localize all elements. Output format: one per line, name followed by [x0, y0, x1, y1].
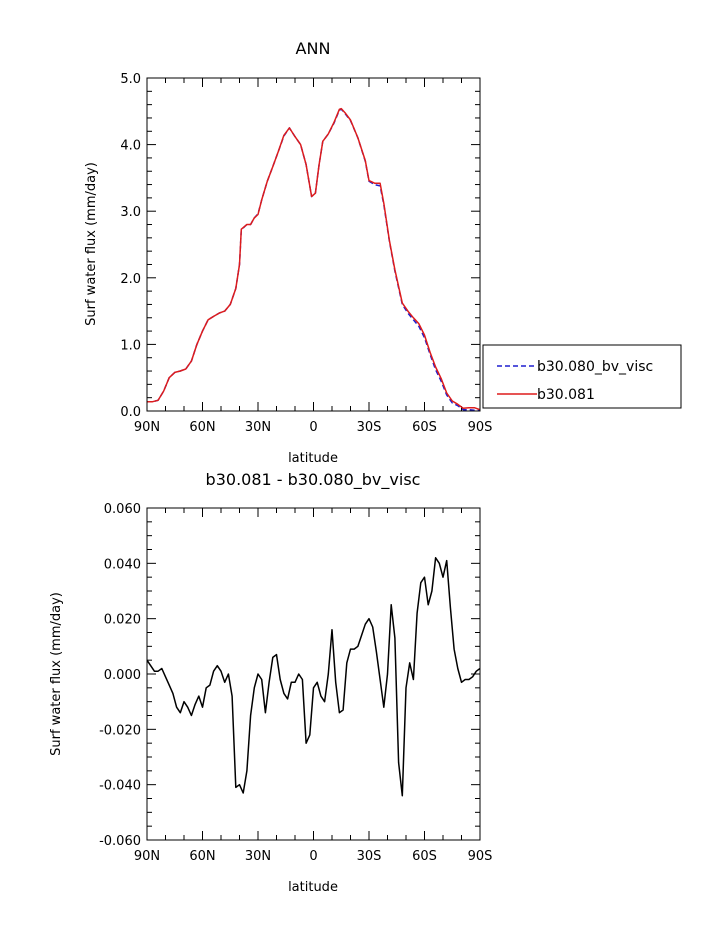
- bottom-y-tick-labels: -0.060 -0.040 -0.020 0.000 0.020 0.040 0.060: [99, 502, 141, 849]
- bot-x-tick-label: 60N: [189, 849, 215, 864]
- bottom-x-axis-label: latitude: [288, 880, 338, 895]
- bot-y-tick-label: 0.060: [104, 502, 141, 517]
- top-x-tick-labels: 90N 60N 30N 0 30S 60S 90S: [134, 420, 493, 435]
- top-x-tick-label: 30S: [357, 420, 382, 435]
- top-plot-frame: [146, 77, 481, 412]
- top-y-tick-label: 3.0: [120, 205, 141, 220]
- bottom-title: b30.081 - b30.080_bv_visc: [206, 470, 421, 490]
- top-x-tick-label: 60S: [412, 420, 437, 435]
- top-ticks: [146, 77, 481, 412]
- top-y-tick-labels: 0.0 1.0 2.0 3.0 4.0 5.0: [120, 72, 141, 420]
- top-title: ANN: [296, 39, 331, 58]
- bot-y-tick-label: -0.020: [99, 723, 141, 738]
- bottom-series: [146, 557, 481, 797]
- top-y-tick-label: 2.0: [120, 272, 141, 287]
- top-x-axis-label: latitude: [288, 451, 338, 466]
- bot-y-tick-label: 0.020: [104, 613, 141, 628]
- bot-x-tick-label: 60S: [412, 849, 437, 864]
- top-x-tick-label: 0: [309, 420, 317, 435]
- bot-y-tick-label: -0.040: [99, 779, 141, 794]
- top-y-tick-label: 1.0: [120, 338, 141, 353]
- bot-x-tick-label: 90N: [134, 849, 160, 864]
- bot-series-line-1: [146, 557, 481, 797]
- legend: b30.080_bv_visc b30.081: [482, 344, 682, 409]
- legend-label-series-1: b30.080_bv_visc: [537, 359, 653, 375]
- top-x-tick-label: 30N: [245, 420, 271, 435]
- bot-y-tick-label: 0.040: [104, 557, 141, 572]
- bot-y-tick-label: -0.060: [99, 834, 141, 849]
- legend-label-series-2: b30.081: [537, 387, 595, 403]
- top-y-tick-label: 0.0: [120, 405, 141, 420]
- top-x-tick-label: 60N: [189, 420, 215, 435]
- bot-x-tick-label: 0: [309, 849, 317, 864]
- top-y-axis-label: Surf water flux (mm/day): [84, 162, 99, 326]
- bottom-y-axis-label: Surf water flux (mm/day): [49, 592, 64, 756]
- top-series-line-1: [147, 108, 481, 412]
- bottom-panel: b30.081 - b30.080_bv_visc 90N 60N 30N 0 30S 6…: [49, 470, 492, 895]
- bottom-plot-frame: [146, 507, 481, 841]
- top-series: [147, 107, 481, 412]
- top-y-tick-label: 5.0: [120, 72, 141, 87]
- bottom-ticks: [146, 507, 481, 841]
- top-x-tick-label: 90S: [468, 420, 493, 435]
- bot-x-tick-label: 30N: [245, 849, 271, 864]
- bot-x-tick-label: 90S: [468, 849, 493, 864]
- legend-box: [482, 344, 682, 409]
- top-series-line-2: [147, 107, 481, 411]
- top-y-tick-label: 4.0: [120, 139, 141, 154]
- bot-x-tick-label: 30S: [357, 849, 382, 864]
- top-x-tick-label: 90N: [134, 420, 160, 435]
- bot-y-tick-label: 0.000: [104, 668, 141, 683]
- top-panel: ANN 90N 60N 30N 0 30S 60S 90S 0.0 1.0 2.0 3.0 4.0 5…: [84, 39, 492, 466]
- bottom-x-tick-labels: 90N 60N 30N 0 30S 60S 90S: [134, 849, 493, 864]
